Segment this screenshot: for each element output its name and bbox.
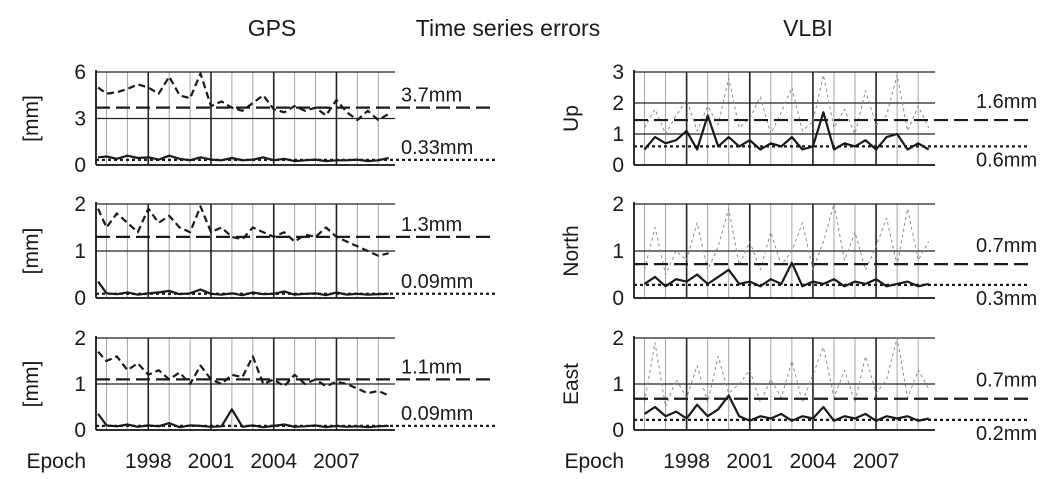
x-tick-label: 2007 — [853, 450, 900, 473]
y-tick-label: 3 — [74, 108, 86, 131]
y-tick-label: 3 — [612, 61, 624, 84]
gps-north-panel: 0 1 2 1.3mm 0.09mm [mm] — [20, 193, 496, 310]
y-tick-label: 2 — [612, 327, 624, 350]
formal-error-series — [643, 261, 929, 288]
y-axis-label: [mm] — [20, 228, 43, 275]
mean-value-label: 0.2mm — [976, 423, 1037, 445]
y-tick-label: 6 — [74, 61, 86, 84]
y-tick-label: 2 — [74, 193, 86, 216]
mean-value-label: 1.1mm — [401, 356, 462, 378]
y-tick-label: 0 — [74, 287, 86, 310]
y-tick-label: 1 — [612, 373, 624, 396]
y-tick-label: 0 — [612, 287, 624, 310]
y-tick-label: 0 — [612, 419, 624, 442]
y-axis-label: Up — [560, 105, 583, 132]
y-tick-label: 0 — [74, 154, 86, 177]
y-axis-label: North — [560, 225, 583, 276]
scaled-error-series — [97, 72, 390, 122]
gps-column-title: GPS — [248, 15, 297, 41]
y-axis-label: [mm] — [20, 95, 43, 142]
formal-error-series — [97, 280, 389, 297]
y-axis-label: [mm] — [20, 361, 43, 408]
y-tick-label: 2 — [612, 92, 624, 115]
scaled-error-series — [644, 337, 930, 408]
x-tick-label: 2001 — [188, 450, 235, 473]
gps-east-panel: 0 1 2 1.1mm 0.09mm [mm] 1998 2001 2004 2007 Epoch — [20, 327, 496, 473]
mean-value-label: 0.7mm — [976, 235, 1037, 257]
x-tick-label: 2004 — [790, 450, 837, 473]
vlbi-north-panel: 0 1 2 0.7mm 0.3mm North — [560, 193, 1037, 310]
vlbi-east-panel: 0 1 2 0.7mm 0.2mm East 1998 2001 2004 2007 Epoch — [560, 327, 1037, 473]
formal-error-series — [643, 394, 929, 422]
x-tick-label: 2007 — [313, 450, 360, 473]
x-tick-label: 1998 — [125, 450, 172, 473]
mean-value-label: 0.09mm — [401, 403, 473, 425]
scaled-error-series — [97, 205, 389, 257]
y-axis-label: East — [560, 363, 583, 405]
mean-value-label: 0.3mm — [976, 288, 1037, 310]
formal-error-series — [97, 408, 389, 429]
mean-value-label: 0.09mm — [401, 271, 473, 293]
y-tick-label: 1 — [612, 240, 624, 263]
vlbi-up-panel: 0 1 2 3 1.6mm 0.6mm Up — [560, 61, 1037, 177]
mean-value-label: 1.6mm — [976, 91, 1037, 113]
mean-value-label: 0.6mm — [976, 149, 1037, 171]
y-tick-label: 0 — [74, 419, 86, 442]
gps-up-panel: 0 3 6 3.7mm 0.33mm [mm] — [20, 61, 496, 177]
mean-value-label: 1.3mm — [401, 214, 462, 236]
scaled-error-series — [644, 203, 930, 275]
formal-error-series — [97, 154, 389, 163]
y-tick-label: 2 — [612, 193, 624, 216]
y-tick-label: 1 — [612, 123, 624, 146]
formal-error-series — [643, 111, 930, 151]
mean-value-label: 3.7mm — [401, 85, 462, 107]
y-tick-label: 2 — [74, 327, 86, 350]
x-axis-label: Epoch — [564, 450, 624, 473]
scaled-error-series — [97, 351, 390, 397]
mean-value-label: 0.7mm — [976, 370, 1037, 392]
y-tick-label: 1 — [74, 373, 86, 396]
y-tick-label: 1 — [74, 240, 86, 263]
y-tick-label: 0 — [612, 154, 624, 177]
figure-title: Time series errors — [416, 15, 600, 41]
mean-value-label: 0.33mm — [401, 137, 473, 159]
vlbi-column-title: VLBI — [783, 15, 833, 41]
x-tick-label: 1998 — [663, 450, 710, 473]
x-tick-label: 2001 — [726, 450, 773, 473]
x-axis-label: Epoch — [26, 450, 86, 473]
x-tick-label: 2004 — [250, 450, 297, 473]
